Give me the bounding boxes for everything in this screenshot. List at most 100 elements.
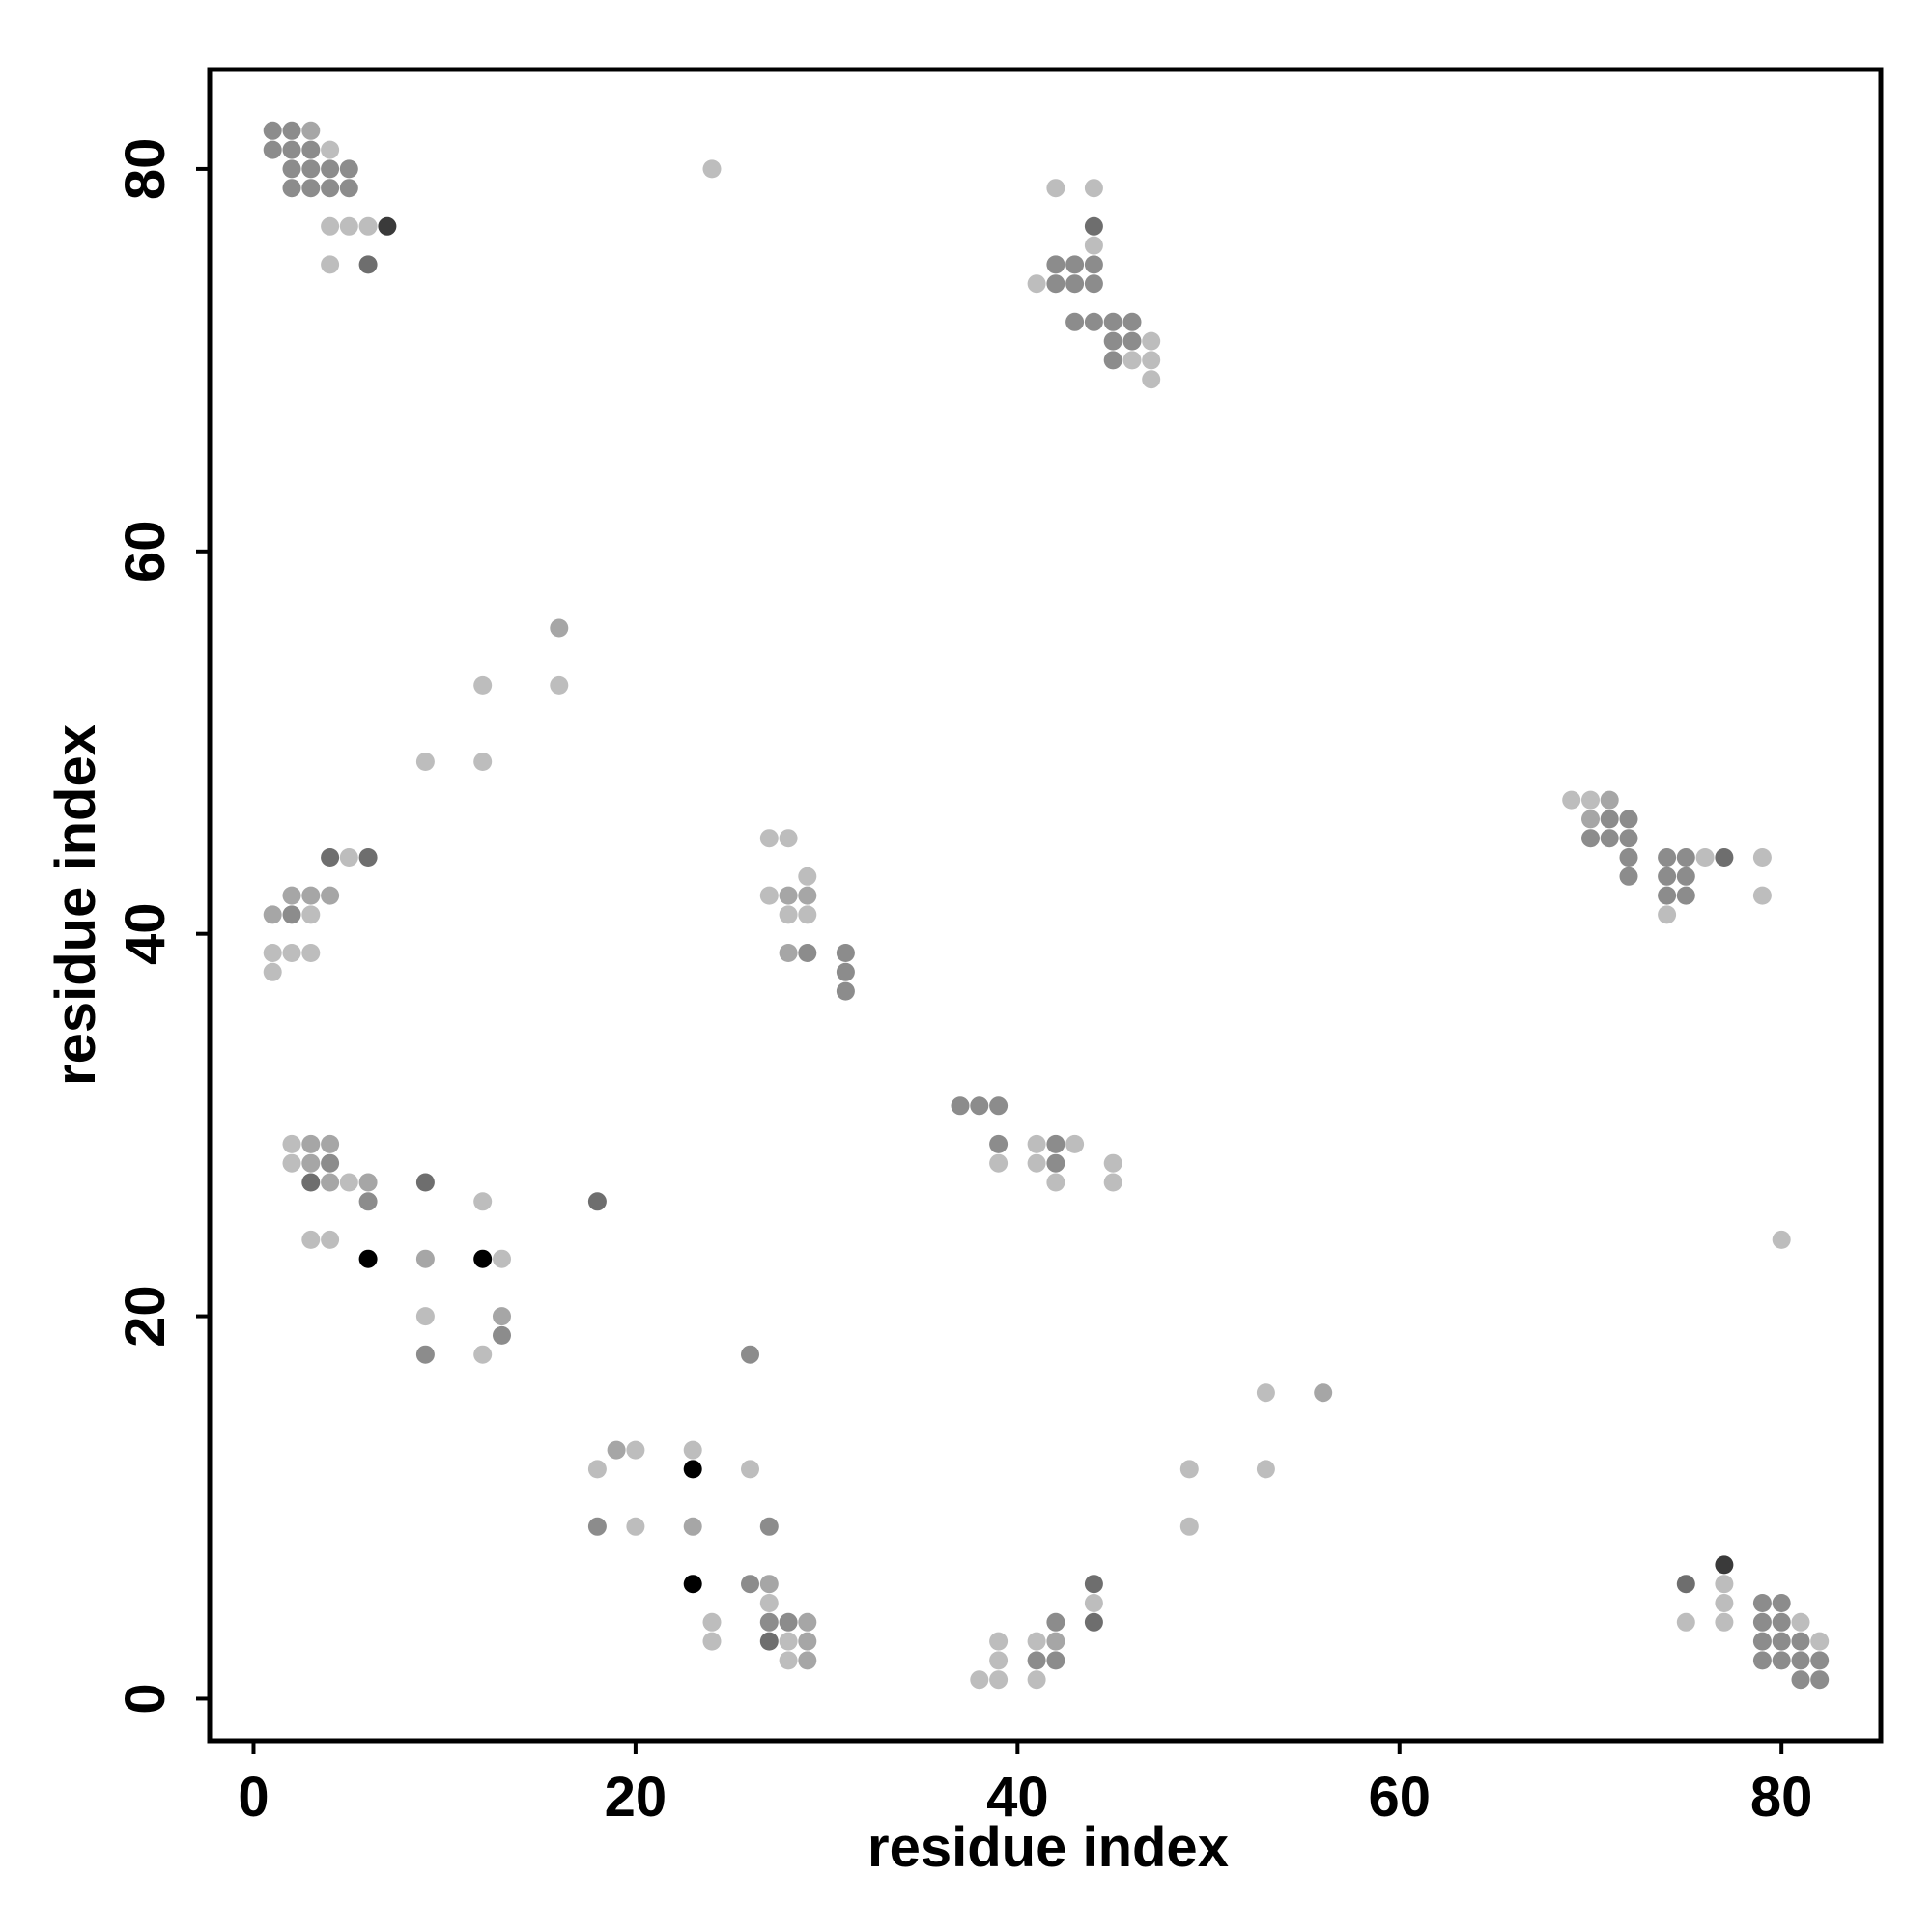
- data-point: [1715, 848, 1734, 867]
- data-point: [587, 1192, 607, 1211]
- data-point: [989, 1651, 1009, 1670]
- data-point: [798, 886, 817, 905]
- data-point: [1658, 886, 1677, 905]
- data-point: [301, 886, 321, 905]
- data-point: [989, 1096, 1009, 1116]
- data-point: [1676, 1575, 1695, 1594]
- data-point: [1600, 829, 1619, 848]
- data-point: [1103, 351, 1122, 370]
- data-point: [1046, 1651, 1065, 1670]
- data-point: [358, 1249, 378, 1268]
- data-point: [779, 1632, 798, 1651]
- data-point: [1772, 1612, 1791, 1632]
- data-point: [1065, 255, 1085, 274]
- data-point: [282, 886, 301, 905]
- data-point: [1027, 1134, 1046, 1153]
- data-point: [1084, 236, 1103, 255]
- data-point: [798, 905, 817, 924]
- data-point: [1752, 1594, 1772, 1612]
- data-point: [321, 848, 340, 867]
- y-tick-label: 40: [114, 902, 177, 965]
- data-point: [1103, 1153, 1122, 1173]
- data-point: [1027, 1670, 1046, 1690]
- data-point: [741, 1345, 759, 1364]
- data-point: [321, 1173, 340, 1192]
- data-point: [282, 1153, 301, 1173]
- data-point: [779, 905, 798, 924]
- data-point: [1810, 1632, 1830, 1651]
- data-point: [836, 962, 855, 981]
- data-point: [683, 1575, 702, 1594]
- data-point: [1142, 331, 1161, 351]
- data-point: [1065, 1134, 1085, 1153]
- data-point: [301, 944, 321, 962]
- data-point: [493, 1325, 511, 1345]
- data-point: [1256, 1383, 1275, 1403]
- data-point: [473, 753, 493, 771]
- data-point: [282, 179, 301, 198]
- data-point: [759, 1612, 779, 1632]
- data-point: [339, 179, 358, 198]
- x-axis: 0 20 40 60 80: [238, 1741, 1812, 1829]
- data-point: [1027, 1632, 1046, 1651]
- data-point: [1791, 1651, 1810, 1670]
- data-point: [1084, 1594, 1103, 1612]
- data-point: [321, 255, 340, 274]
- data-point: [321, 216, 340, 236]
- data-point: [759, 1632, 779, 1651]
- data-point: [1179, 1517, 1199, 1536]
- data-point: [1791, 1612, 1810, 1632]
- data-point: [702, 1632, 722, 1651]
- data-point: [626, 1517, 645, 1536]
- data-point: [415, 753, 435, 771]
- data-point: [321, 886, 340, 905]
- data-point: [989, 1153, 1009, 1173]
- data-point: [358, 255, 378, 274]
- data-point: [1715, 1555, 1734, 1575]
- data-point: [1142, 370, 1161, 389]
- data-point: [282, 159, 301, 179]
- data-point: [1065, 274, 1085, 294]
- data-point: [759, 1575, 779, 1594]
- data-point: [339, 848, 358, 867]
- data-point: [970, 1670, 989, 1690]
- data-point: [415, 1345, 435, 1364]
- data-point: [473, 1192, 493, 1211]
- data-point: [321, 159, 340, 179]
- data-point: [1810, 1670, 1830, 1690]
- data-point: [282, 1134, 301, 1153]
- data-point: [1581, 829, 1600, 848]
- y-axis-label: residue index: [44, 724, 107, 1086]
- y-tick-label: 60: [114, 521, 177, 583]
- x-tick-label: 20: [605, 1766, 668, 1829]
- x-axis-label: residue index: [867, 1816, 1229, 1879]
- x-tick-label: 60: [1369, 1766, 1432, 1829]
- data-point: [339, 159, 358, 179]
- data-point: [1027, 274, 1046, 294]
- data-point: [779, 886, 798, 905]
- data-point: [321, 140, 340, 159]
- data-point: [1084, 1612, 1103, 1632]
- data-point: [263, 944, 282, 962]
- data-point: [1581, 810, 1600, 829]
- data-point: [263, 140, 282, 159]
- data-point: [779, 1651, 798, 1670]
- data-point: [301, 905, 321, 924]
- data-point: [1084, 216, 1103, 236]
- data-point: [473, 1345, 493, 1364]
- data-point: [1658, 848, 1677, 867]
- data-point: [1027, 1153, 1046, 1173]
- data-point: [282, 905, 301, 924]
- data-point: [493, 1307, 511, 1326]
- data-point: [779, 829, 798, 848]
- data-point: [282, 140, 301, 159]
- data-point: [1142, 351, 1161, 370]
- data-point: [1027, 1651, 1046, 1670]
- data-point: [1103, 331, 1122, 351]
- data-point: [1619, 867, 1638, 886]
- data-point: [1046, 1134, 1065, 1153]
- data-point: [1562, 790, 1581, 810]
- data-point: [415, 1249, 435, 1268]
- data-point: [301, 159, 321, 179]
